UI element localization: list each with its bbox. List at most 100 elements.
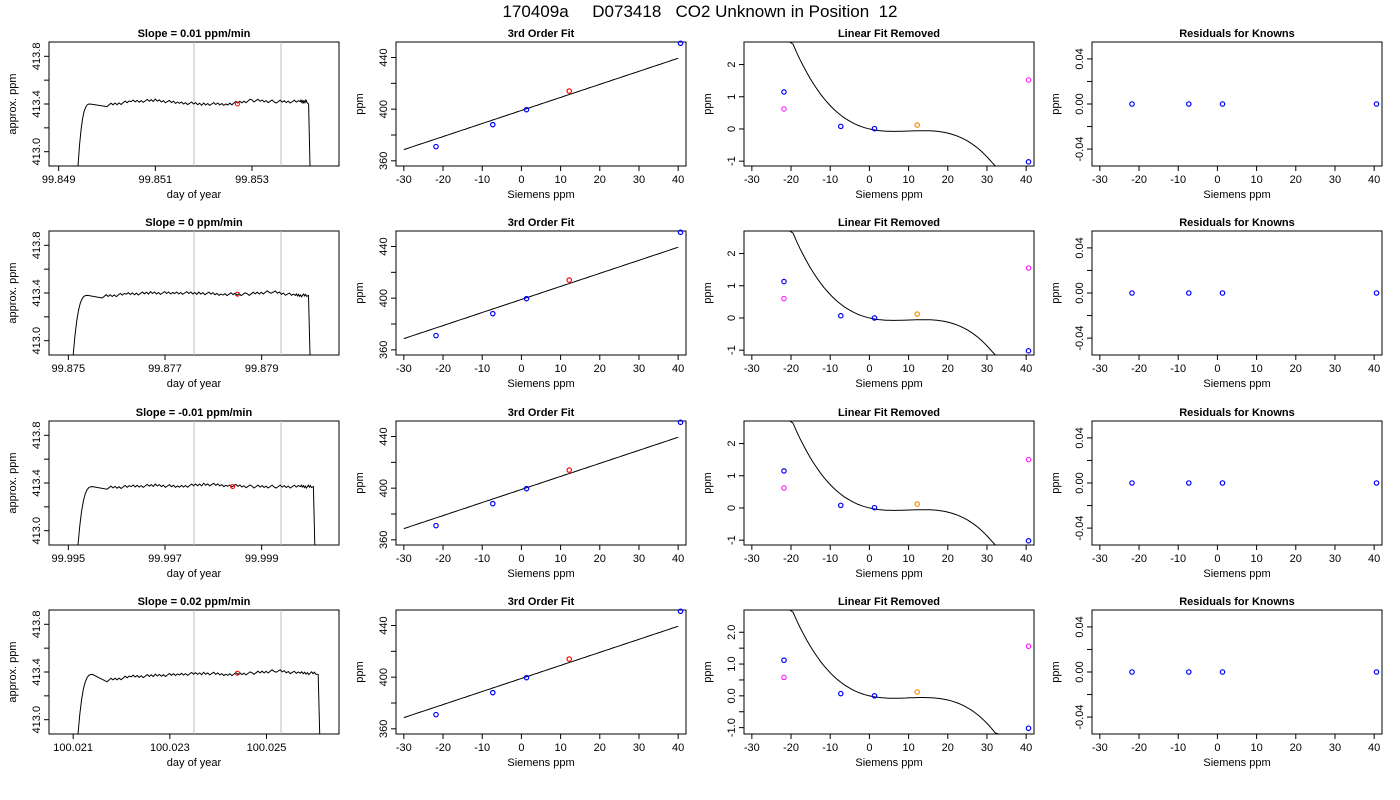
x-axis-label: Siemens ppm: [1203, 189, 1270, 201]
panel-title: 3rd Order Fit: [508, 596, 575, 608]
panel-title: Linear Fit Removed: [838, 217, 940, 229]
panel-2: 3rd Order Fit -30 -20 -10 0 10 20 30 40 Siemens p…: [354, 28, 687, 201]
y-axis-label: ppm: [354, 472, 366, 493]
y-tick-label: 1.0: [726, 656, 738, 671]
x-tick-label: -10: [1170, 174, 1186, 186]
x-axis-label: day of year: [167, 378, 222, 390]
known-point: [677, 419, 684, 426]
plot-frame: [1091, 420, 1383, 546]
x-tick-label: -10: [822, 363, 838, 375]
known-point: [837, 502, 844, 509]
panel-title: Residuals for Knowns: [1179, 217, 1295, 229]
x-tick-label: 99.999: [245, 553, 279, 565]
known-point: [837, 123, 844, 130]
x-tick-label: 10: [554, 363, 566, 375]
x-tick-label: 99.877: [148, 363, 182, 375]
x-tick-label: 30: [981, 553, 993, 565]
x-tick-label: -30: [1092, 174, 1108, 186]
known-point: [1373, 290, 1380, 296]
x-tick-label: -30: [1092, 742, 1108, 754]
y-tick-label: 413.8: [31, 232, 43, 260]
x-tick-label: 10: [902, 553, 914, 565]
y-tick-label: -1: [726, 535, 738, 545]
y-tick-label: 0: [726, 126, 738, 132]
panel-title: Slope = -0.01 ppm/min: [136, 407, 253, 419]
panel-7: Linear Fit Removed-30 -20 -10 0 10 20 30 40Siem…: [702, 217, 1035, 390]
x-tick-label: 40: [1368, 742, 1380, 754]
x-tick-label: -30: [396, 363, 412, 375]
y-tick-label: 0.04: [1074, 427, 1086, 448]
y-tick-label: 1: [726, 473, 738, 479]
known-point: [433, 711, 439, 718]
fit-point: [781, 295, 787, 302]
x-axis-label: day of year: [167, 568, 222, 580]
x-tick-label: -20: [783, 174, 799, 186]
page-title: 170409a D073418 CO2 Unknown in Position …: [502, 2, 898, 21]
panel-title: 3rd Order Fit: [508, 407, 575, 419]
unknown-point: [566, 467, 573, 473]
known-point: [489, 310, 496, 317]
unknown-point: [230, 484, 236, 490]
y-axis-label: ppm: [702, 472, 714, 493]
x-tick-label: -10: [822, 174, 838, 186]
fit-curve: [751, 230, 1027, 356]
unknown-point: [914, 311, 921, 317]
x-axis-label: Siemens ppm: [1203, 378, 1270, 390]
known-point: [837, 312, 844, 319]
y-axis-label: ppm: [354, 282, 366, 303]
x-axis-label: Siemens ppm: [855, 568, 922, 580]
y-axis-label: approx. ppm: [7, 452, 19, 513]
known-point: [523, 485, 530, 492]
panel-9: Slope = -0.01 ppm/min 99.995 99.997 99.999 d…: [7, 407, 340, 580]
x-tick-label: 40: [672, 174, 684, 186]
x-tick-label: 40: [1020, 553, 1032, 565]
y-axis-label: ppm: [702, 93, 714, 114]
x-tick-label: 40: [1368, 174, 1380, 186]
panel-title: Linear Fit Removed: [838, 28, 940, 40]
x-tick-label: 20: [1290, 174, 1302, 186]
y-tick-label: 0.00: [1074, 93, 1086, 114]
fit-point: [1025, 265, 1032, 271]
panel-3: Linear Fit Removed-30 -20 -10 0 10 20 30 40Siem…: [702, 28, 1035, 201]
y-tick-label: 1: [726, 283, 738, 289]
y-tick-label: -1: [726, 156, 738, 166]
known-point: [433, 522, 439, 529]
x-tick-label: 0: [518, 742, 524, 754]
y-tick-label: 0: [726, 505, 738, 511]
y-tick-label: 0.0: [726, 688, 738, 703]
x-tick-label: 99.851: [139, 174, 173, 186]
y-tick-label: 1: [726, 94, 738, 100]
y-tick-label: 413.4: [31, 279, 43, 307]
x-tick-label: 20: [942, 553, 954, 565]
x-tick-label: 0: [518, 553, 524, 565]
x-tick-label: -30: [744, 742, 760, 754]
panel-15: Linear Fit Removed -30 -20 -10 0 10 20 30 40 Siem…: [702, 596, 1035, 769]
y-tick-label: 400: [378, 289, 390, 307]
x-tick-label: -20: [783, 742, 799, 754]
x-tick-label: 99.995: [52, 553, 86, 565]
x-tick-label: 99.997: [148, 553, 182, 565]
known-point: [1185, 290, 1192, 296]
unknown-point: [566, 277, 573, 283]
x-axis-label: Siemens ppm: [1203, 568, 1270, 580]
known-point: [871, 504, 878, 511]
unknown-point: [235, 670, 240, 676]
unknown-point: [914, 122, 921, 128]
x-tick-label: -30: [396, 742, 412, 754]
x-tick-label: 40: [672, 363, 684, 375]
x-tick-label: -30: [396, 174, 412, 186]
panel-title: Slope = 0.01 ppm/min: [138, 28, 251, 40]
x-axis-label: Siemens ppm: [855, 378, 922, 390]
x-tick-label: 0: [866, 363, 872, 375]
y-tick-label: 413.4: [31, 658, 43, 686]
x-tick-label: 10: [902, 742, 914, 754]
x-tick-label: -20: [1131, 553, 1147, 565]
x-tick-label: 99.849: [42, 174, 76, 186]
x-tick-label: 10: [1250, 174, 1262, 186]
y-axis-label: ppm: [1050, 93, 1062, 114]
x-axis-label: Siemens ppm: [507, 378, 574, 390]
x-tick-label: 30: [633, 742, 645, 754]
known-point: [781, 278, 787, 285]
known-point: [489, 689, 496, 696]
known-point: [523, 295, 530, 302]
